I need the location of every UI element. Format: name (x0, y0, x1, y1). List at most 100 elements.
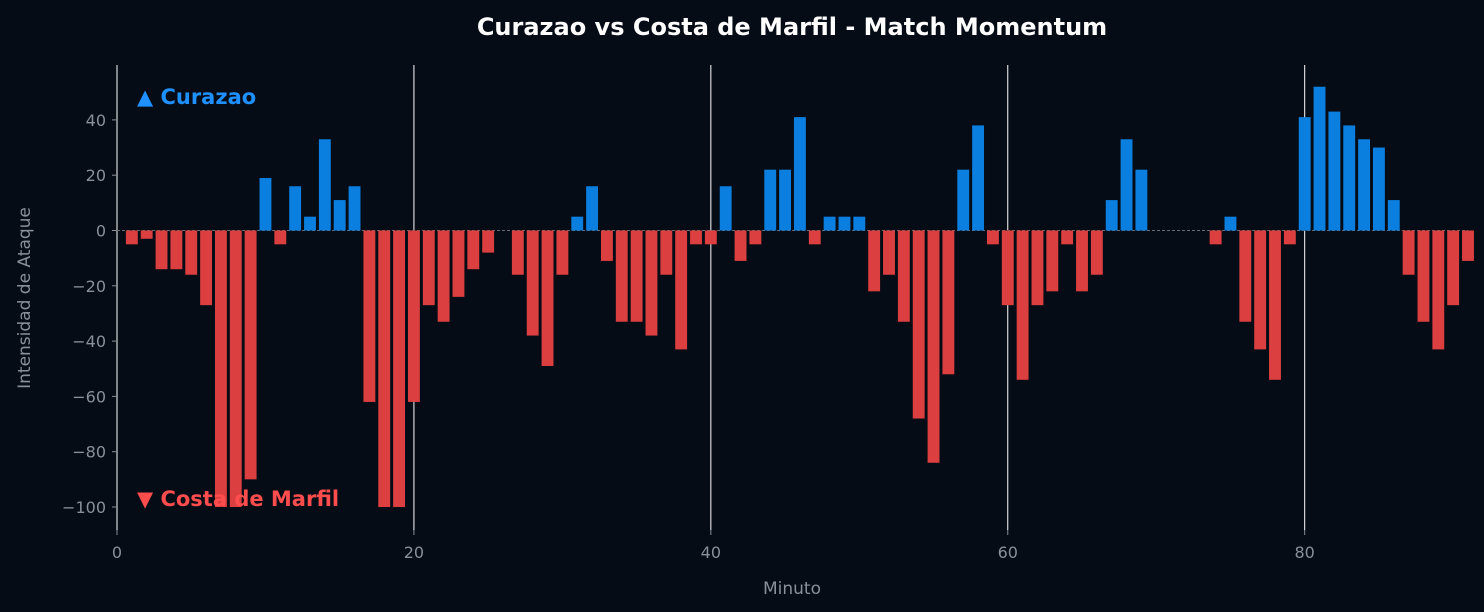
momentum-bar (779, 169, 792, 231)
momentum-bar (1254, 230, 1267, 350)
momentum-bar (690, 230, 702, 245)
momentum-bar (200, 230, 213, 306)
momentum-bar (140, 230, 153, 239)
x-ticks: 0 20 40 60 80 (112, 530, 1315, 562)
momentum-bar (1283, 230, 1296, 245)
momentum-bar (1090, 230, 1103, 275)
momentum-bar (185, 230, 198, 275)
chart-title: Curazao vs Costa de Marfil - Match Momen… (477, 13, 1107, 41)
momentum-bar (363, 230, 376, 402)
y-tick-label: 0 (96, 222, 106, 241)
momentum-bar (1209, 230, 1222, 245)
momentum-bar (600, 230, 613, 261)
momentum-bar (1372, 147, 1385, 231)
momentum-bar (526, 230, 539, 336)
momentum-bar (808, 230, 821, 245)
momentum-bar (1061, 230, 1074, 245)
momentum-bar (675, 230, 688, 350)
momentum-bar (378, 230, 391, 507)
momentum-bar (1224, 216, 1237, 231)
momentum-bar (972, 125, 985, 231)
momentum-bar (942, 230, 955, 375)
momentum-bar (1105, 200, 1118, 231)
momentum-bar (452, 230, 465, 297)
momentum-bar (853, 216, 866, 231)
momentum-bar (214, 230, 227, 507)
momentum-bar (1016, 230, 1029, 380)
momentum-bar (437, 230, 450, 322)
momentum-bar (333, 200, 346, 231)
legend-curazao: ▲ Curazao (137, 85, 256, 109)
momentum-bar (304, 216, 316, 231)
momentum-bar (244, 230, 257, 480)
momentum-bar (1269, 230, 1281, 380)
y-tick-label: 20 (86, 166, 106, 185)
momentum-bar (1120, 139, 1133, 231)
momentum-bar (957, 169, 970, 231)
momentum-bar (407, 230, 420, 402)
x-tick-label: 60 (998, 543, 1018, 562)
momentum-bar (170, 230, 183, 270)
momentum-bar (704, 230, 717, 245)
y-tick-label: −40 (72, 332, 106, 351)
y-tick-label: −20 (72, 277, 106, 296)
momentum-bar (289, 186, 302, 231)
momentum-bar (1447, 230, 1460, 306)
momentum-bar (823, 216, 836, 231)
momentum-bar (1387, 200, 1400, 231)
momentum-bar (274, 230, 287, 245)
momentum-bar (348, 186, 361, 231)
momentum-bar (1239, 230, 1252, 322)
momentum-bar (1358, 139, 1371, 231)
momentum-bar (764, 169, 777, 231)
momentum-bar (1076, 230, 1088, 292)
momentum-bars (125, 86, 1474, 507)
momentum-bar (749, 230, 762, 245)
momentum-bar (1313, 86, 1326, 231)
momentum-bar (511, 230, 524, 275)
momentum-bar (1432, 230, 1445, 350)
momentum-bar (259, 177, 272, 231)
x-tick-label: 20 (404, 543, 424, 562)
momentum-bar (838, 216, 851, 231)
y-axis-label: Intensidad de Ataque (15, 207, 35, 389)
momentum-bar (1135, 169, 1148, 231)
momentum-bar (586, 186, 599, 231)
momentum-bar (1001, 230, 1014, 306)
momentum-bar (868, 230, 881, 292)
momentum-bar (645, 230, 658, 336)
momentum-bar (719, 186, 732, 231)
y-tick-label: −60 (72, 387, 106, 406)
momentum-bar (1031, 230, 1044, 306)
momentum-bar (927, 230, 940, 463)
momentum-bar (229, 230, 242, 507)
momentum-bar (660, 230, 673, 275)
momentum-bar (1328, 111, 1341, 231)
x-axis-label: Minuto (763, 579, 821, 599)
momentum-bar (482, 230, 495, 253)
x-tick-label: 80 (1295, 543, 1315, 562)
momentum-bar (615, 230, 628, 322)
y-tick-label: −80 (72, 443, 106, 462)
momentum-bar (734, 230, 747, 261)
y-ticks: 40 20 0 −20 −40 −60 −80 −100 (62, 111, 117, 517)
momentum-bar (1417, 230, 1430, 322)
momentum-bar (897, 230, 910, 322)
x-tick-label: 0 (112, 543, 122, 562)
y-tick-label: −100 (62, 498, 106, 517)
y-tick-label: 40 (86, 111, 106, 130)
momentum-bar (986, 230, 999, 245)
momentum-bar (883, 230, 895, 275)
momentum-bar (1402, 230, 1415, 275)
momentum-bar (467, 230, 480, 270)
momentum-bar (556, 230, 569, 275)
momentum-bar (1298, 117, 1311, 231)
momentum-bar (155, 230, 168, 270)
momentum-bar (422, 230, 435, 306)
momentum-bar (125, 230, 138, 245)
momentum-bar (1046, 230, 1059, 292)
momentum-bar (630, 230, 643, 322)
momentum-bar (1343, 125, 1356, 231)
momentum-bar (571, 216, 584, 231)
